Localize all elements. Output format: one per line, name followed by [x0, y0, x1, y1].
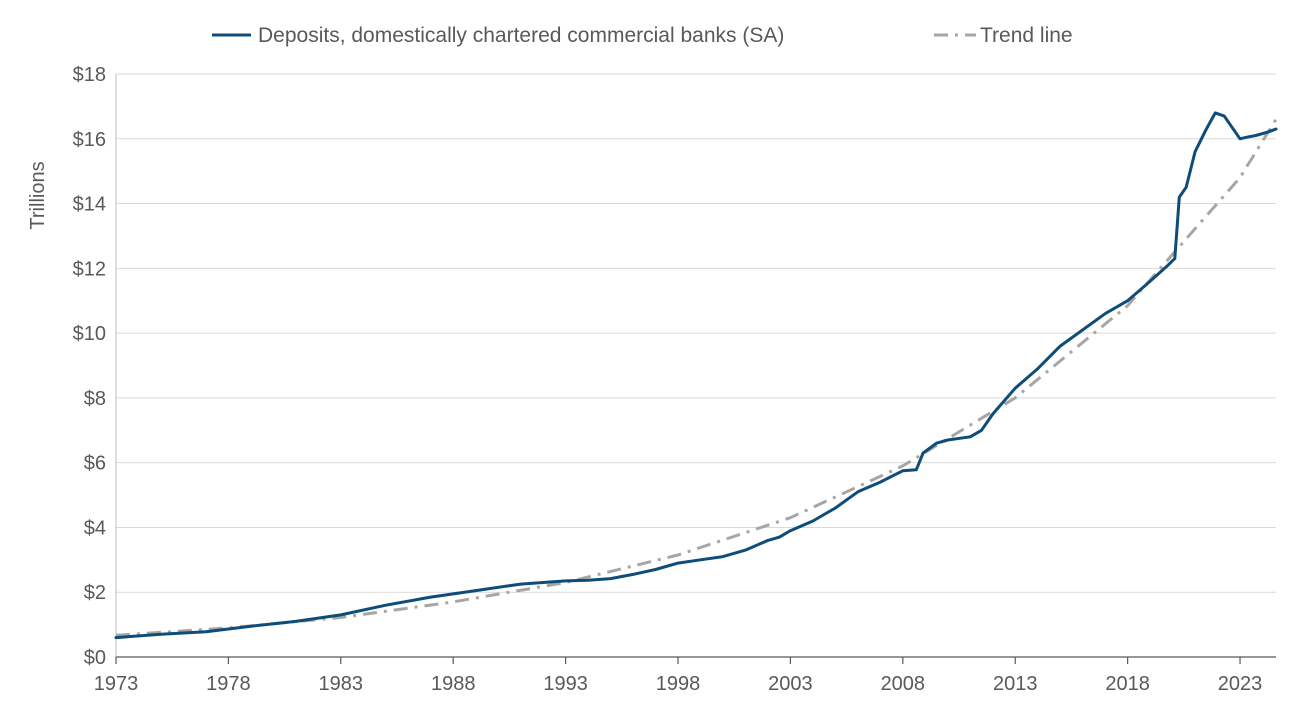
x-tick-label: 2023 [1218, 673, 1263, 695]
y-tick-label: $6 [84, 453, 106, 475]
x-tick-label: 1978 [206, 673, 251, 695]
x-tick-label: 1988 [431, 673, 476, 695]
trend-series-line [115, 118, 1278, 637]
legend-label-deposits: Deposits, domestically chartered commerc… [258, 24, 784, 47]
y-tick-label: $4 [84, 517, 106, 539]
y-tick-label: $10 [73, 323, 106, 345]
legend-label-trend: Trend line [980, 24, 1073, 47]
axes: $0 $2 $4 $6 $8 $10 $12 $14 $16 $18 1973 1978 1983 198… [27, 64, 1276, 695]
x-tick-label: 2003 [768, 673, 813, 695]
deposits-series-line [114, 111, 1278, 640]
x-tick-label: 2018 [1105, 673, 1150, 695]
x-tick-label: 1993 [543, 673, 588, 695]
x-tick-label: 1983 [319, 673, 364, 695]
y-tick-label: $8 [84, 388, 106, 410]
x-tick-label: 1973 [94, 673, 139, 695]
y-tick-label: $2 [84, 582, 106, 604]
y-tick-label: $12 [73, 258, 106, 280]
y-tick-label: $16 [73, 129, 106, 151]
x-tick-label: 2013 [993, 673, 1038, 695]
x-tick-label: 2008 [881, 673, 926, 695]
series [114, 111, 1278, 640]
legend: Deposits, domestically chartered commerc… [212, 24, 1073, 47]
x-tick-label: 1998 [656, 673, 701, 695]
y-axis-title: Trillions [27, 161, 49, 229]
y-tick-label: $0 [84, 647, 106, 669]
grid [116, 73, 1276, 593]
y-tick-label: $18 [73, 64, 106, 86]
y-tick-label: $14 [73, 194, 106, 216]
